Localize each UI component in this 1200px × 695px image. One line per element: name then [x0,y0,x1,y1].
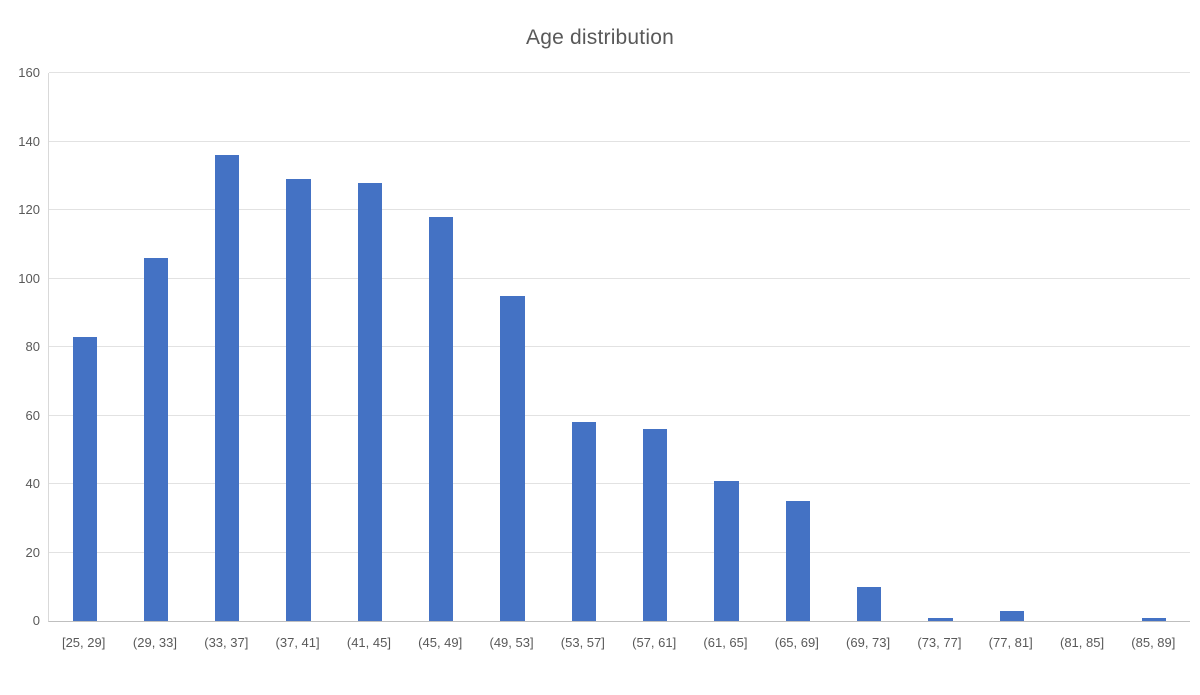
bar-(29, 33] [143,257,169,621]
bar-slot-8 [620,73,691,621]
y-tick-label-60: 60 [25,407,40,423]
x-tick-label-11: (69, 73] [846,635,891,650]
gridline-140 [49,140,1190,142]
x-tick-label-13: (77, 81] [988,635,1033,650]
bar-(57, 61] [643,429,668,621]
gridline-120 [49,209,1190,210]
bar-(53, 57] [571,422,596,621]
x-tick-label-3: (37, 41] [275,635,320,650]
bar-slot-13 [976,73,1047,621]
bar-(65, 69] [785,501,810,621]
bar-slot-14 [1047,73,1118,621]
y-tick-label-40: 40 [25,476,40,491]
bar-(85, 89] [1142,617,1167,621]
bar-(73, 77] [928,617,953,621]
bar-(33, 37] [215,155,240,621]
gridline-20 [49,551,1190,553]
y-tick-label-0: 0 [32,613,40,628]
y-tick-label-140: 140 [18,133,40,149]
bar-slot-6 [477,73,548,621]
y-tick-label-20: 20 [25,544,40,560]
bar-slot-9 [691,73,762,621]
x-axis-labels: [25, 29] (29, 33] (33, 37] (37, 41] (41, 45]… [48,635,1189,650]
y-tick-label-120: 120 [18,202,40,217]
bar-(77, 81] [999,610,1024,621]
x-tick-label-1: (29, 33] [132,635,178,650]
chart-title: Age distribution [526,26,674,49]
bar-slot-2 [192,73,263,621]
gridline-60 [49,414,1190,416]
bar-slot-3 [263,73,334,621]
x-tick-label-4: (41, 45] [346,635,391,650]
bar-slot-15 [1119,73,1190,621]
bar-(41, 45] [357,182,383,621]
bar-slot-1 [120,73,191,621]
x-tick-label-0: [25, 29] [61,635,106,650]
x-tick-label-2: (33, 37] [204,635,249,650]
x-tick-label-8: (57, 61] [632,635,677,650]
x-tick-label-5: (45, 49] [418,635,463,650]
bar-slot-7 [548,73,619,621]
y-axis-labels: 0 20 40 60 80 100 120 140 160 [0,0,40,695]
bar-slot-5 [406,73,477,621]
bar-slot-0 [49,73,120,621]
x-tick-label-10: (65, 69] [774,635,819,650]
x-tick-label-14: (81, 85] [1059,635,1105,650]
bar-slot-10 [762,73,833,621]
bar-(49, 53] [500,295,525,621]
bar-slot-12 [905,73,976,621]
bar-slot-11 [833,73,904,621]
gridline-40 [49,483,1190,484]
y-tick-label-80: 80 [25,339,40,354]
bar-(61, 65] [714,480,739,621]
x-tick-label-15: (85, 89] [1131,635,1176,650]
x-tick-label-6: (49, 53] [489,635,534,650]
gridline-160 [49,72,1190,73]
y-tick-label-100: 100 [18,270,40,286]
y-tick-label-160: 160 [18,65,40,80]
gridline-80 [49,346,1190,347]
bar-series [49,73,1190,621]
x-tick-label-7: (53, 57] [560,635,605,650]
bar-(37, 41] [286,179,311,621]
x-tick-label-9: (61, 65] [703,635,748,650]
x-tick-label-12: (73, 77] [917,635,962,650]
gridline-100 [49,277,1190,279]
plot-area [48,72,1190,622]
bar-(69, 73] [856,586,882,621]
bar-slot-4 [334,73,405,621]
bar-[25, 29] [72,336,97,621]
bar-(45, 49] [429,216,454,621]
